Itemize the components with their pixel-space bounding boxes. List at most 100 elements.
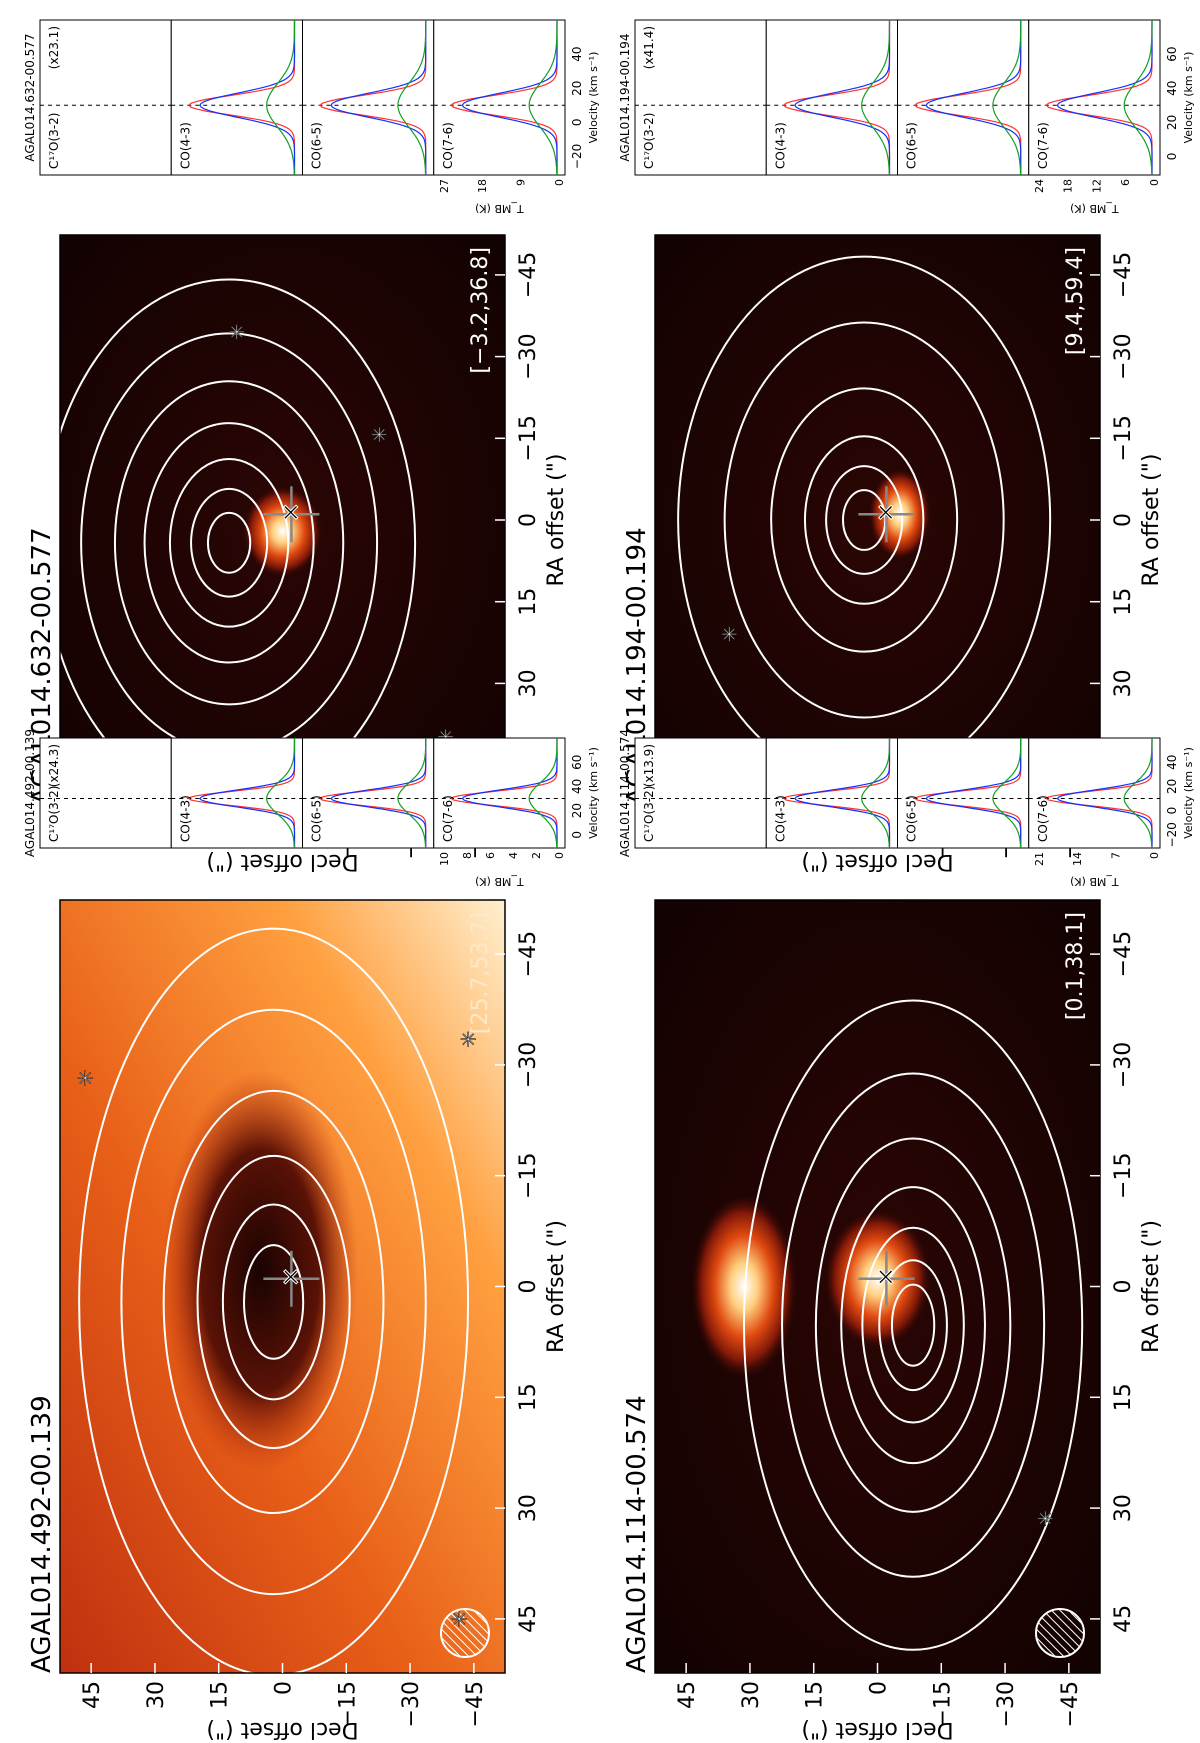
dec-tick-label: 30	[144, 1681, 169, 1709]
spectra-panel: C¹⁷O(3-2)(x24.3) AGAL014.492-00.139 CO(4-3…	[23, 729, 600, 888]
contour-line	[840, 1186, 986, 1465]
velocity-range: [0.1,38.1]	[1063, 912, 1088, 1020]
emission-peak	[690, 1193, 798, 1380]
spectrum-panel: C¹⁷O(3-2)(x13.9) AGAL014.114-00.574	[618, 729, 767, 857]
contour-line	[206, 511, 252, 574]
source-title: AGAL014.114-00.574	[622, 1395, 652, 1673]
beam-icon	[440, 1608, 490, 1658]
scale-factor: (x13.9)	[642, 744, 656, 787]
velocity-tick-label: 0	[1165, 807, 1179, 815]
spectra-panel: C¹⁷O(3-2) (x41.4) AGAL014.194-00.194 CO(4-3…	[618, 19, 1195, 215]
ra-tick-label: 45	[1111, 1605, 1136, 1633]
contour-line	[878, 1259, 948, 1392]
scale-factor: (x41.4)	[642, 26, 656, 69]
dec-tick-label: 30	[739, 1681, 764, 1709]
ra-tick-label: −15	[1111, 415, 1136, 461]
ra-tick-label: −30	[1111, 333, 1136, 379]
ra-tick-label: 0	[1111, 513, 1136, 527]
x-marker: ✕	[872, 1267, 900, 1287]
fit-curve	[925, 20, 1022, 175]
spectrum-panel: CO(7-6)	[1029, 19, 1161, 175]
star-marker: ✳	[456, 1031, 480, 1048]
fit-curve	[199, 20, 296, 175]
map-dark-core	[162, 1070, 359, 1473]
dec-axis-label: Decl offset (")	[206, 1717, 358, 1742]
spectrum-panel: CO(6-5)	[303, 19, 435, 176]
spectrum-frame	[433, 19, 566, 176]
dec-tick-label: −45	[1058, 1681, 1083, 1727]
ra-tick-label: −45	[516, 931, 541, 977]
ra-tick-label: 30	[1111, 1494, 1136, 1522]
transition-label: CO(4-3)	[773, 122, 787, 169]
velocity-tick-label: 20	[1165, 115, 1179, 130]
star-marker: ✳	[448, 1611, 472, 1628]
contour-set	[78, 927, 470, 1677]
contour-line	[78, 927, 470, 1677]
fit-curve	[1123, 738, 1153, 848]
tmb-tick-label: 14	[1071, 852, 1084, 866]
star-marker: ✳	[74, 1069, 98, 1086]
tmb-axis-label: T_MB (K)	[475, 202, 525, 215]
spectrum-panel: CO(7-6)	[433, 19, 566, 176]
fit-curve	[861, 738, 891, 848]
spectrum-panel: CO(4-3)	[766, 19, 898, 175]
fit-curve	[461, 738, 558, 848]
transition-label: CO(7-6)	[1036, 122, 1050, 169]
dec-tick-label: 0	[867, 1681, 892, 1695]
ra-tick-label: 30	[516, 1494, 541, 1522]
map-image	[655, 900, 1100, 1673]
dec-tick-label: −45	[463, 1681, 488, 1727]
velocity-tick-label: 20	[1165, 779, 1179, 794]
beam-icon	[1035, 1608, 1085, 1658]
tmb-tick-label: 9	[515, 179, 528, 186]
x-marker: ✕	[277, 502, 305, 522]
velocity-tick-label: 40	[570, 779, 584, 794]
dec-axis-label: Decl offset (")	[206, 849, 358, 874]
ra-tick-label: −45	[1111, 252, 1136, 298]
ra-tick-label: 0	[1111, 1280, 1136, 1294]
fit-curve	[1123, 20, 1153, 175]
star-marker: ✳	[367, 426, 391, 443]
ra-tick-label: 30	[1111, 669, 1136, 697]
contour-line	[781, 1072, 1046, 1578]
ra-tick-label: −30	[516, 333, 541, 379]
ra-tick-label: −30	[1111, 1042, 1136, 1088]
transition-label: CO(4-3)	[178, 122, 192, 169]
transition-label: C¹⁷O(3-2)	[47, 786, 61, 842]
fit-curve	[461, 20, 558, 175]
transition-label: CO(6-5)	[310, 795, 324, 842]
dec-axis-label: Decl offset (")	[801, 1717, 953, 1742]
velocity-axis-label: Velocity (km s⁻¹)	[587, 52, 600, 144]
star-marker: ✳	[718, 626, 742, 643]
spectrum-panel: CO(4-3)	[766, 737, 898, 848]
transition-label: C¹⁷O(3-2)	[642, 786, 656, 842]
ra-tick-label: −15	[516, 415, 541, 461]
fit-curve	[528, 738, 558, 848]
dec-tick-label: 45	[80, 1681, 105, 1709]
ra-tick-label: −15	[516, 1152, 541, 1198]
scale-factor: (x24.3)	[47, 744, 61, 787]
spectra-rotated: C¹⁷O(3-2) (x41.4) AGAL014.194-00.194 CO(4-3…	[618, 19, 1195, 215]
spectrum-frame	[433, 737, 566, 849]
velocity-axis-label: Velocity (km s⁻¹)	[1182, 52, 1195, 144]
ra-tick-label: 15	[516, 1383, 541, 1411]
fit-curve	[397, 20, 427, 176]
ra-tick-label: 15	[516, 588, 541, 616]
transition-label: CO(7-6)	[1036, 795, 1050, 842]
velocity-tick-label: 20	[570, 803, 584, 818]
contour-line	[162, 1089, 385, 1514]
contour-line	[861, 1226, 965, 1424]
velocity-tick-label: −20	[1165, 822, 1179, 847]
contour-line	[814, 1137, 1012, 1513]
x-marker: ✕	[277, 1267, 305, 1287]
ra-tick-label: 45	[516, 1605, 541, 1633]
ra-axis-label: RA offset (")	[544, 454, 569, 587]
fit-curve	[1056, 738, 1153, 848]
transition-label: CO(6-5)	[905, 795, 919, 842]
spectra-panel: C¹⁷O(3-2) (x23.1) AGAL014.632-00.577 CO(4-3…	[23, 19, 600, 215]
tmb-tick-label: 27	[438, 179, 451, 193]
dec-tick-label: −15	[930, 1681, 955, 1727]
velocity-tick-label: 20	[570, 81, 584, 96]
